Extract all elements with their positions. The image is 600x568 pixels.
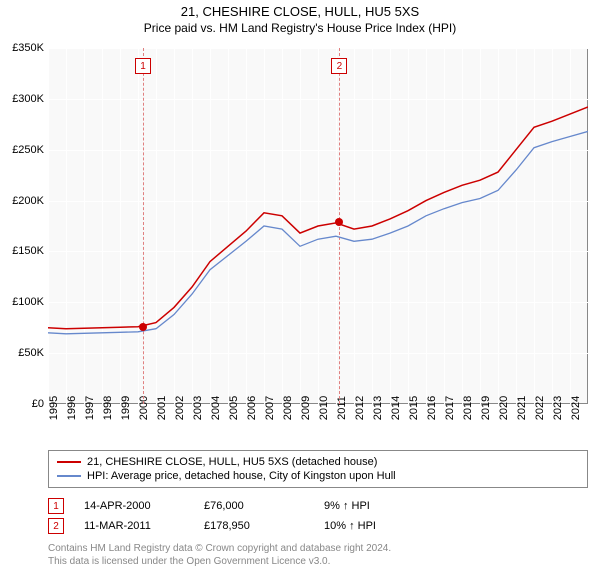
y-tick-label: £300K — [4, 93, 44, 105]
sale-delta: 10% ↑ HPI — [324, 520, 424, 532]
chart-subtitle: Price paid vs. HM Land Registry's House … — [0, 19, 600, 35]
sale-dot — [139, 323, 147, 331]
legend-row: HPI: Average price, detached house, City… — [57, 469, 579, 483]
y-tick-label: £50K — [4, 347, 44, 359]
footer-line: This data is licensed under the Open Gov… — [48, 555, 588, 568]
sale-row: 1 14-APR-2000 £76,000 9% ↑ HPI — [48, 496, 588, 516]
sale-date: 14-APR-2000 — [84, 500, 184, 512]
y-tick-label: £350K — [4, 42, 44, 54]
footer-line: Contains HM Land Registry data © Crown c… — [48, 542, 588, 555]
y-tick-label: £250K — [4, 144, 44, 156]
chart-container: 21, CHESHIRE CLOSE, HULL, HU5 5XS Price … — [0, 0, 600, 560]
y-tick-label: £0 — [4, 398, 44, 410]
legend-label: HPI: Average price, detached house, City… — [87, 470, 396, 482]
legend-swatch — [57, 475, 81, 477]
legend: 21, CHESHIRE CLOSE, HULL, HU5 5XS (detac… — [48, 450, 588, 568]
y-tick-label: £150K — [4, 245, 44, 257]
legend-row: 21, CHESHIRE CLOSE, HULL, HU5 5XS (detac… — [57, 455, 579, 469]
sale-marker-box: 1 — [135, 58, 151, 74]
line-series — [48, 48, 588, 404]
sale-delta: 9% ↑ HPI — [324, 500, 424, 512]
legend-label: 21, CHESHIRE CLOSE, HULL, HU5 5XS (detac… — [87, 456, 377, 468]
sale-dot — [335, 218, 343, 226]
sale-price: £178,950 — [204, 520, 304, 532]
legend-series-box: 21, CHESHIRE CLOSE, HULL, HU5 5XS (detac… — [48, 450, 588, 488]
chart-title: 21, CHESHIRE CLOSE, HULL, HU5 5XS — [0, 0, 600, 19]
sale-marker-icon: 1 — [48, 498, 64, 514]
plot-area: £0£50K£100K£150K£200K£250K£300K£350K 199… — [48, 48, 588, 404]
sale-rows: 1 14-APR-2000 £76,000 9% ↑ HPI 2 11-MAR-… — [48, 496, 588, 536]
sale-row: 2 11-MAR-2011 £178,950 10% ↑ HPI — [48, 516, 588, 536]
sale-date: 11-MAR-2011 — [84, 520, 184, 532]
sale-marker-box: 2 — [331, 58, 347, 74]
y-tick-label: £100K — [4, 296, 44, 308]
series-line — [48, 107, 588, 329]
legend-swatch — [57, 461, 81, 463]
footer-text: Contains HM Land Registry data © Crown c… — [48, 542, 588, 568]
y-tick-label: £200K — [4, 195, 44, 207]
sale-price: £76,000 — [204, 500, 304, 512]
sale-marker-icon: 2 — [48, 518, 64, 534]
